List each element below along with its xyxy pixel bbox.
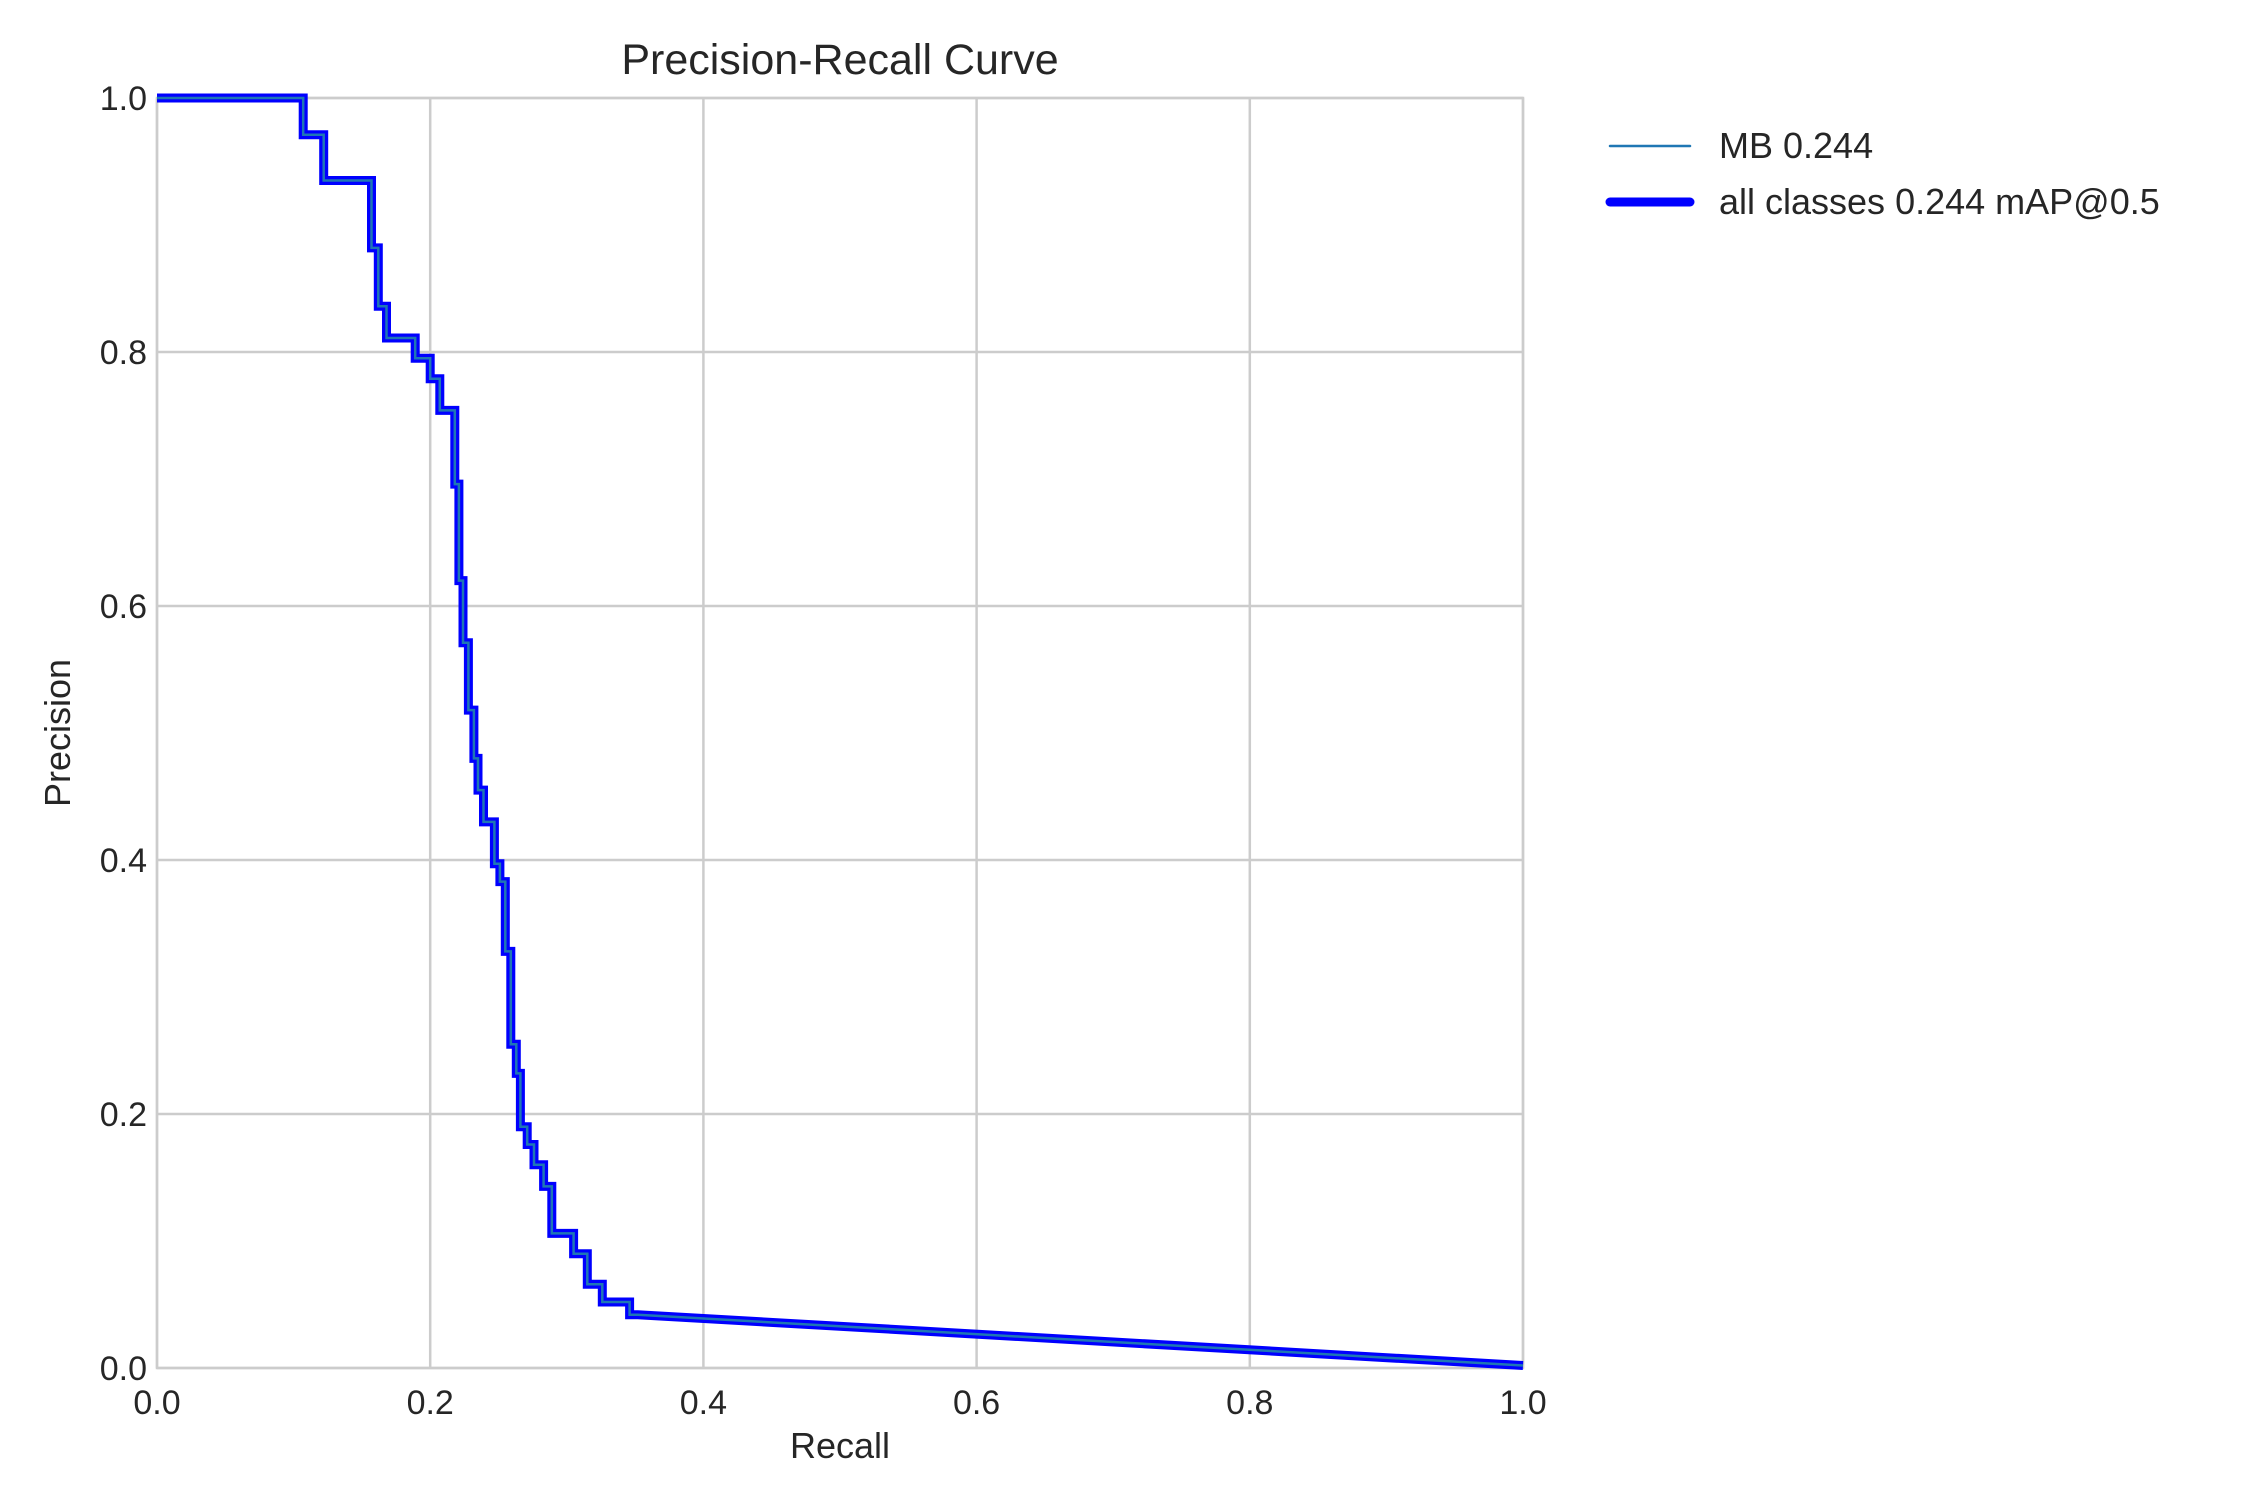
series-line-all-classes <box>157 93 1524 1370</box>
x-tick-label-2: 0.4 <box>680 1384 727 1422</box>
legend: MB 0.244 all classes 0.244 mAP@0.5 <box>1605 125 2160 222</box>
x-axis-label: Recall <box>790 1425 890 1466</box>
y-tick-label-4: 0.8 <box>100 334 147 372</box>
legend-label-mb: MB 0.244 <box>1719 125 1873 166</box>
y-tick-label-3: 0.6 <box>100 588 147 626</box>
tick-labels: 0.0 0.2 0.4 0.6 0.8 1.0 0.0 0.2 0.4 0.6 0.8 1.0 <box>100 80 1547 1422</box>
x-tick-label-1: 0.2 <box>407 1384 454 1422</box>
series-lines <box>157 93 1524 1370</box>
series-line-mb <box>157 96 1524 1367</box>
legend-label-all-classes: all classes 0.244 mAP@0.5 <box>1719 181 2160 222</box>
plot-frame <box>155 96 1525 1370</box>
y-tick-label-0: 0.0 <box>100 1350 147 1388</box>
y-tick-label-1: 0.2 <box>100 1096 147 1134</box>
chart-title: Precision-Recall Curve <box>621 36 1058 84</box>
x-tick-label-3: 0.6 <box>953 1384 1000 1422</box>
y-axis-label: Precision <box>37 659 78 807</box>
x-tick-label-4: 0.8 <box>1226 1384 1273 1422</box>
x-tick-label-0: 0.0 <box>133 1384 180 1422</box>
y-tick-label-2: 0.4 <box>100 842 147 880</box>
x-tick-label-5: 1.0 <box>1499 1384 1546 1422</box>
y-tick-label-5: 1.0 <box>100 80 147 118</box>
grid-lines <box>155 96 1525 1370</box>
